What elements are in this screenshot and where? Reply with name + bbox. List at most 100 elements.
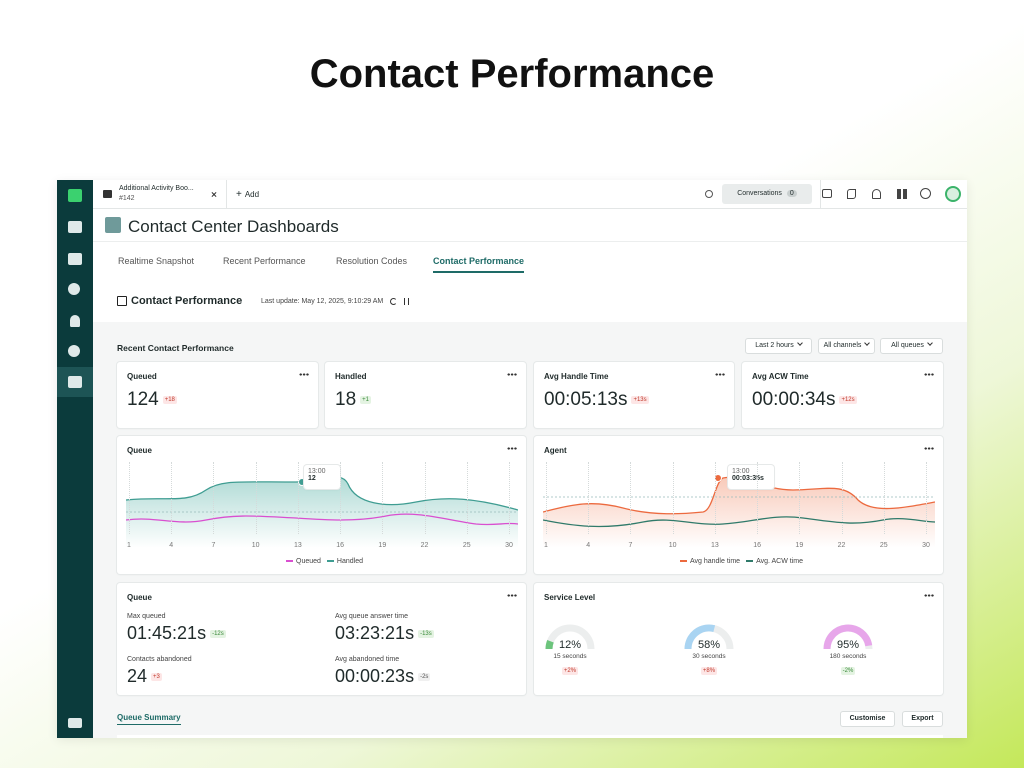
conversations-button[interactable]: Conversations 0 bbox=[722, 184, 812, 204]
add-tab[interactable]: + Add bbox=[236, 189, 260, 200]
avatar[interactable] bbox=[945, 186, 961, 202]
last-update: Last update: May 12, 2025, 9:10:29 AM bbox=[261, 298, 384, 305]
tab-title[interactable]: Additional Activity Boo... bbox=[119, 185, 194, 192]
dashboard-icon[interactable] bbox=[68, 376, 82, 388]
stat-value: 00:00:23s -2s bbox=[335, 666, 431, 687]
tab-subtitle: #142 bbox=[119, 195, 135, 202]
handle-area bbox=[543, 477, 935, 548]
kpi-label: Queued bbox=[127, 372, 157, 381]
filter[interactable]: All channels bbox=[818, 338, 875, 354]
gauge-delta-wrap: +2% bbox=[540, 662, 600, 680]
grid-line bbox=[255, 462, 257, 534]
phone-icon[interactable] bbox=[847, 189, 856, 199]
grid-line bbox=[714, 462, 716, 534]
clock-icon[interactable] bbox=[68, 283, 80, 295]
home-icon[interactable] bbox=[68, 221, 82, 233]
gauge-delta-wrap: +8% bbox=[679, 662, 739, 680]
refresh-icon[interactable] bbox=[390, 298, 397, 305]
stat-delta: +3 bbox=[151, 673, 162, 682]
grid-line bbox=[546, 462, 547, 534]
divider bbox=[820, 180, 821, 209]
nav-tab[interactable]: Recent Performance bbox=[223, 256, 306, 266]
kpi-number: 124 bbox=[127, 389, 159, 410]
stat-value: 01:45:21s -12s bbox=[127, 623, 226, 644]
x-tick-label: 16 bbox=[336, 542, 344, 549]
queue-chart bbox=[126, 476, 518, 548]
search-icon[interactable] bbox=[705, 190, 713, 198]
grid-line bbox=[509, 462, 510, 534]
card-title: Queue bbox=[127, 593, 152, 602]
chevron bbox=[796, 340, 803, 346]
menu[interactable] bbox=[507, 447, 517, 450]
kpi-card: Queued 124 +18 bbox=[117, 362, 318, 428]
help-icon[interactable] bbox=[68, 345, 80, 357]
menu[interactable] bbox=[924, 594, 934, 597]
filter[interactable]: Last 2 hours bbox=[745, 338, 812, 354]
grid-line bbox=[297, 462, 299, 534]
x-tick-label: 7 bbox=[211, 542, 216, 549]
kpi-label: Avg Handle Time bbox=[544, 372, 609, 381]
brand-icon bbox=[68, 718, 82, 728]
summary-button[interactable]: Export bbox=[902, 711, 943, 727]
kpi-value: 18 +1 bbox=[335, 389, 371, 411]
x-tick-label: 1 bbox=[127, 542, 131, 549]
chat-icon[interactable] bbox=[822, 189, 832, 198]
grid-line bbox=[799, 462, 801, 534]
nav-tab[interactable]: Realtime Snapshot bbox=[118, 256, 195, 266]
menu[interactable] bbox=[924, 447, 934, 450]
menu[interactable] bbox=[507, 373, 517, 376]
gauge-arc bbox=[823, 624, 873, 650]
x-tick-label: 22 bbox=[837, 542, 846, 549]
kpi-card: Avg ACW Time 00:00:34s +12s bbox=[742, 362, 943, 428]
user-icon[interactable] bbox=[70, 315, 80, 327]
nav-tab[interactable]: Contact Performance bbox=[433, 256, 525, 273]
menu[interactable] bbox=[299, 373, 309, 376]
x-tick-label: 19 bbox=[795, 542, 804, 549]
hover-point[interactable] bbox=[714, 474, 722, 482]
legend-swatch bbox=[326, 560, 334, 563]
stat-delta: -2s bbox=[418, 673, 431, 682]
pause-icon[interactable] bbox=[404, 298, 409, 305]
x-tick-label: 25 bbox=[462, 542, 471, 549]
legend-label: Handled bbox=[336, 558, 363, 565]
help-icon[interactable] bbox=[920, 188, 931, 199]
stat-number: 01:45:21s bbox=[127, 623, 207, 643]
x-tick-label: 7 bbox=[628, 542, 633, 549]
stat-value: 03:23:21s -13s bbox=[335, 623, 434, 644]
kpi-value: 00:00:34s +12s bbox=[752, 389, 857, 411]
legend: Avg handle time Avg. ACW time bbox=[534, 558, 943, 565]
gauge-arc bbox=[545, 639, 554, 650]
menu[interactable] bbox=[924, 373, 934, 376]
nav-tab[interactable]: Resolution Codes bbox=[336, 256, 408, 266]
gauge-label: 12% bbox=[558, 639, 582, 651]
sidebar bbox=[57, 180, 93, 738]
summary-button[interactable]: Customise bbox=[840, 711, 895, 727]
header-title: Contact Center Dashboards bbox=[128, 217, 339, 236]
menu[interactable] bbox=[507, 594, 517, 597]
filter[interactable]: All queues bbox=[880, 338, 943, 354]
bell-icon[interactable] bbox=[872, 189, 881, 199]
filter-label: All queues bbox=[891, 342, 924, 349]
mail-icon[interactable] bbox=[68, 253, 82, 265]
apps-icon[interactable] bbox=[897, 189, 907, 199]
x-tick-label: 19 bbox=[378, 542, 387, 549]
stat-label: Max queued bbox=[127, 613, 166, 620]
kpi-card: Handled 18 +1 bbox=[325, 362, 526, 428]
summary-title[interactable]: Queue Summary bbox=[117, 713, 181, 725]
grid-line bbox=[926, 462, 927, 534]
grid-line bbox=[588, 462, 590, 534]
gauge-label: 95% bbox=[836, 639, 860, 651]
dashboard-logo bbox=[105, 217, 121, 233]
kpi-delta: +18 bbox=[162, 395, 177, 404]
x-tick-label: 22 bbox=[420, 542, 429, 549]
kpi-value: 124 +18 bbox=[127, 389, 177, 411]
kpi-value: 00:05:13s +13s bbox=[544, 389, 649, 411]
stat-number: 00:00:23s bbox=[335, 666, 415, 686]
handled-area bbox=[126, 477, 518, 548]
gauge bbox=[823, 624, 873, 650]
conversations-count: 0 bbox=[786, 190, 797, 197]
grid-line bbox=[213, 462, 215, 534]
filter-label: All channels bbox=[823, 342, 862, 349]
menu[interactable] bbox=[715, 373, 725, 376]
grid-line bbox=[129, 462, 130, 534]
